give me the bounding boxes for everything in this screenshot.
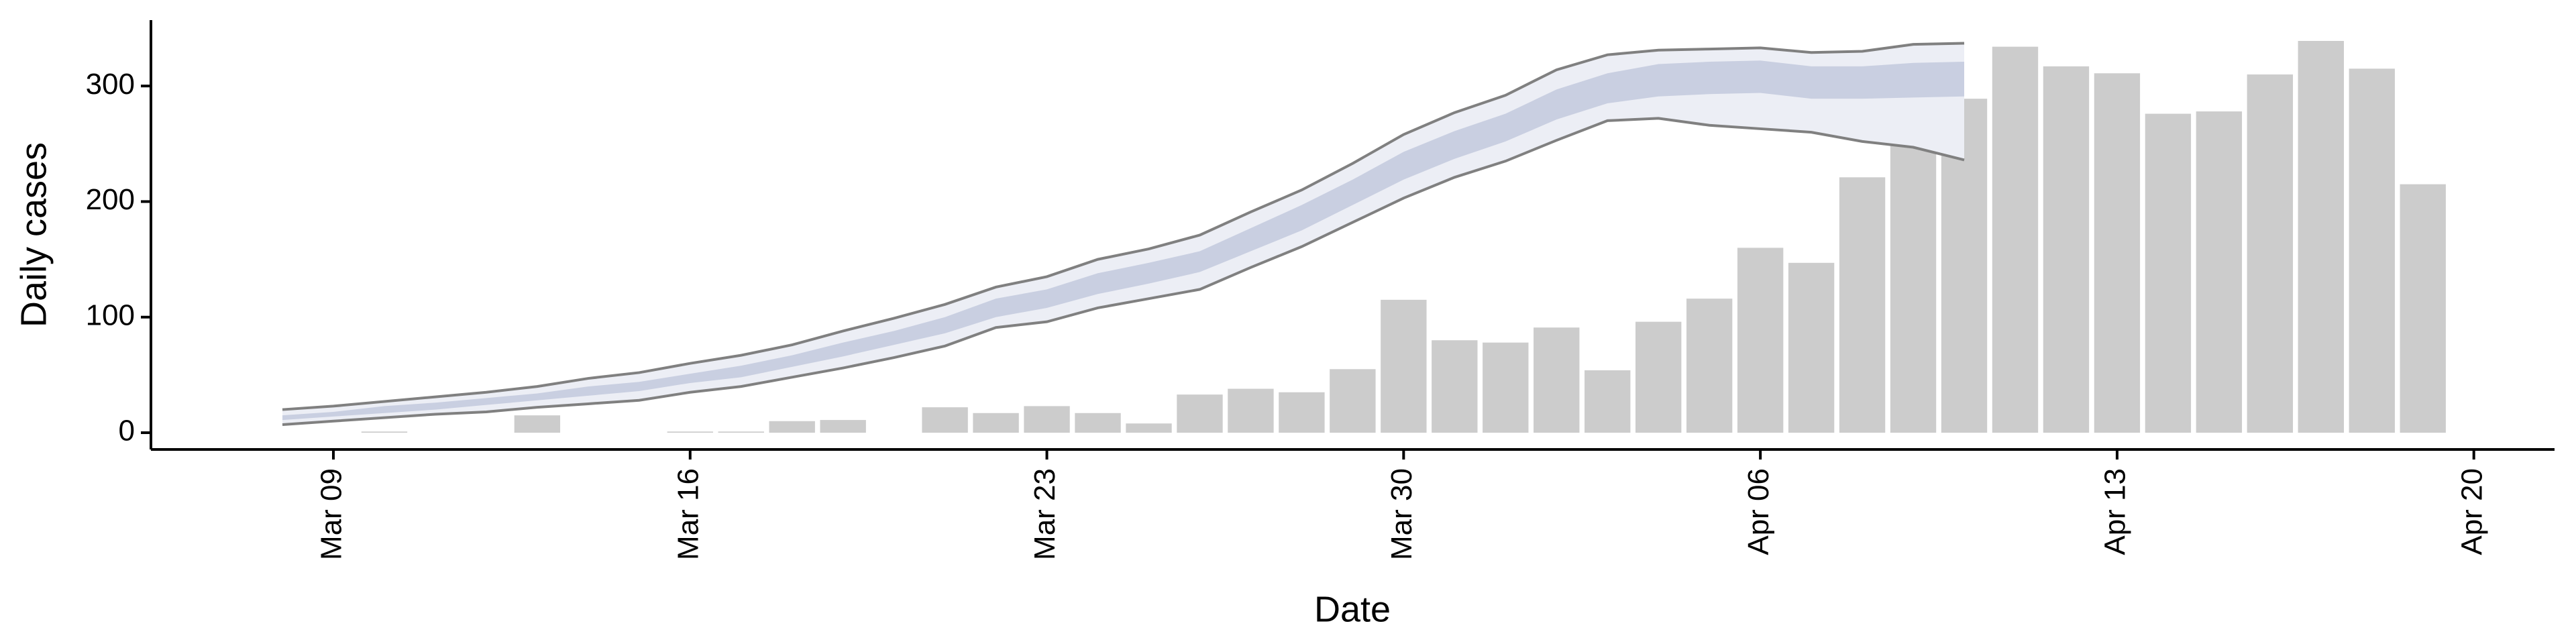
bar: [1279, 392, 1325, 433]
y-tick-label: 300: [86, 68, 135, 101]
bar: [2145, 113, 2192, 433]
bar: [1075, 413, 1121, 433]
y-tick-label: 200: [86, 183, 135, 216]
x-tick-label: Mar 30: [1385, 468, 1418, 560]
x-tick-label: Mar 16: [672, 468, 704, 560]
bar: [1432, 340, 1478, 433]
bar: [2400, 184, 2446, 433]
x-tick-label: Mar 23: [1028, 468, 1061, 560]
inner-band: [282, 60, 1965, 421]
bar: [2247, 74, 2294, 433]
bar: [1126, 423, 1172, 433]
bar: [1635, 321, 1682, 433]
bar: [514, 415, 561, 433]
y-tick-label: 100: [86, 299, 135, 331]
bar: [1228, 388, 1274, 433]
bar: [2196, 111, 2243, 433]
bar: [769, 421, 815, 433]
bar: [361, 431, 408, 433]
bar: [1585, 370, 1631, 433]
bar: [667, 431, 713, 433]
y-tick-label: 0: [119, 415, 135, 447]
bar: [820, 420, 866, 433]
x-tick-label: Mar 09: [315, 468, 348, 560]
bar: [2043, 66, 2090, 433]
bar: [1483, 342, 1529, 433]
y-axis-title: Daily cases: [13, 142, 54, 327]
bar: [1381, 299, 1427, 433]
bar: [2094, 73, 2141, 433]
bar: [973, 413, 1019, 433]
x-tick-label: Apr 06: [1742, 468, 1775, 555]
bar: [1330, 369, 1376, 433]
bar: [1686, 299, 1733, 433]
x-axis-title: Date: [1314, 589, 1391, 629]
bar: [2298, 41, 2344, 433]
interval-line: [282, 42, 1965, 411]
outer-band: [282, 43, 1965, 425]
bar: [1737, 248, 1784, 433]
x-tick-label: Apr 20: [2455, 468, 2488, 555]
bar: [922, 407, 968, 433]
bar: [2349, 68, 2395, 433]
bar: [1839, 177, 1886, 433]
x-tick-label: Apr 13: [2099, 468, 2132, 555]
interval-line: [282, 117, 1965, 426]
bar: [1534, 327, 1580, 433]
bar: [1177, 394, 1223, 433]
bar: [1992, 46, 2039, 433]
bar: [718, 431, 764, 433]
bar: [1024, 406, 1070, 433]
bar: [1788, 262, 1835, 433]
bar: [1890, 112, 1937, 433]
